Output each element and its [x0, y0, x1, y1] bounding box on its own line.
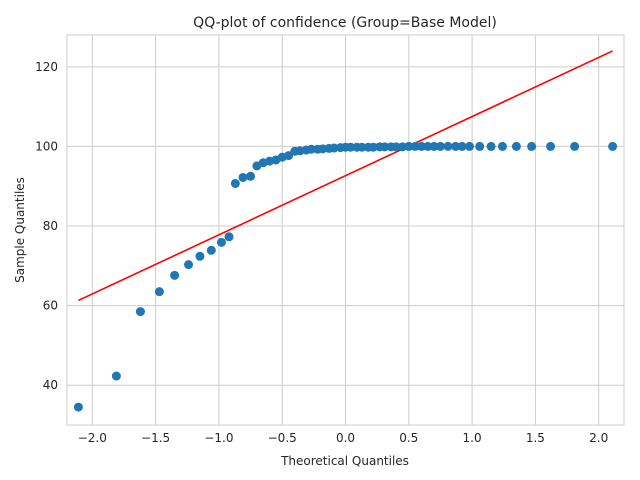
- x-tick-label: 0.0: [336, 431, 355, 445]
- data-point: [429, 141, 439, 151]
- data-point: [306, 144, 316, 154]
- x-tick-label: 2.0: [589, 431, 608, 445]
- data-point: [154, 287, 164, 297]
- x-tick-label: −1.5: [141, 431, 170, 445]
- x-tick-label: −0.5: [268, 431, 297, 445]
- data-point: [423, 141, 433, 151]
- data-point: [170, 270, 180, 280]
- x-axis-label: Theoretical Quantiles: [280, 454, 409, 468]
- y-axis-ticks: 40 60 80 100 120: [35, 60, 58, 392]
- data-point: [608, 141, 618, 151]
- data-point: [511, 141, 521, 151]
- x-tick-label: 0.5: [399, 431, 418, 445]
- data-point: [497, 141, 507, 151]
- data-points: [73, 141, 618, 412]
- x-tick-label: −1.0: [204, 431, 233, 445]
- y-tick-label: 60: [43, 299, 58, 313]
- data-point: [216, 237, 226, 247]
- y-axis-label: Sample Quantiles: [13, 177, 27, 283]
- data-point: [465, 141, 475, 151]
- data-point: [73, 402, 83, 412]
- data-point: [284, 151, 294, 161]
- data-point: [357, 142, 367, 152]
- data-point: [527, 141, 537, 151]
- data-point: [230, 178, 240, 188]
- data-point: [346, 142, 356, 152]
- data-point: [206, 245, 216, 255]
- data-point: [224, 232, 234, 242]
- data-point: [135, 307, 145, 317]
- data-point: [410, 141, 420, 151]
- y-tick-label: 40: [43, 378, 58, 392]
- chart-title: QQ-plot of confidence (Group=Base Model): [193, 15, 497, 31]
- x-tick-label: 1.0: [463, 431, 482, 445]
- data-point: [435, 141, 445, 151]
- data-point: [195, 251, 205, 261]
- data-point: [486, 141, 496, 151]
- data-point: [475, 141, 485, 151]
- grid: [67, 35, 624, 425]
- data-point: [546, 141, 556, 151]
- y-tick-label: 100: [35, 139, 58, 153]
- data-point: [391, 142, 401, 152]
- data-point: [451, 141, 461, 151]
- data-point: [404, 141, 414, 151]
- data-point: [246, 171, 256, 181]
- x-tick-label: −2.0: [78, 431, 107, 445]
- x-tick-label: 1.5: [526, 431, 545, 445]
- data-point: [443, 141, 453, 151]
- data-point: [238, 172, 248, 182]
- data-point: [416, 141, 426, 151]
- y-tick-label: 120: [35, 60, 58, 74]
- plot-frame: [66, 34, 625, 426]
- y-tick-label: 80: [43, 219, 58, 233]
- data-point: [570, 141, 580, 151]
- reference-line: [78, 50, 613, 302]
- data-point: [184, 260, 194, 270]
- data-point: [457, 141, 467, 151]
- data-point: [380, 142, 390, 152]
- x-axis-ticks: −2.0 −1.5 −1.0 −0.5 0.0 0.5 1.0 1.5 2.0: [78, 431, 608, 445]
- data-point: [111, 371, 121, 381]
